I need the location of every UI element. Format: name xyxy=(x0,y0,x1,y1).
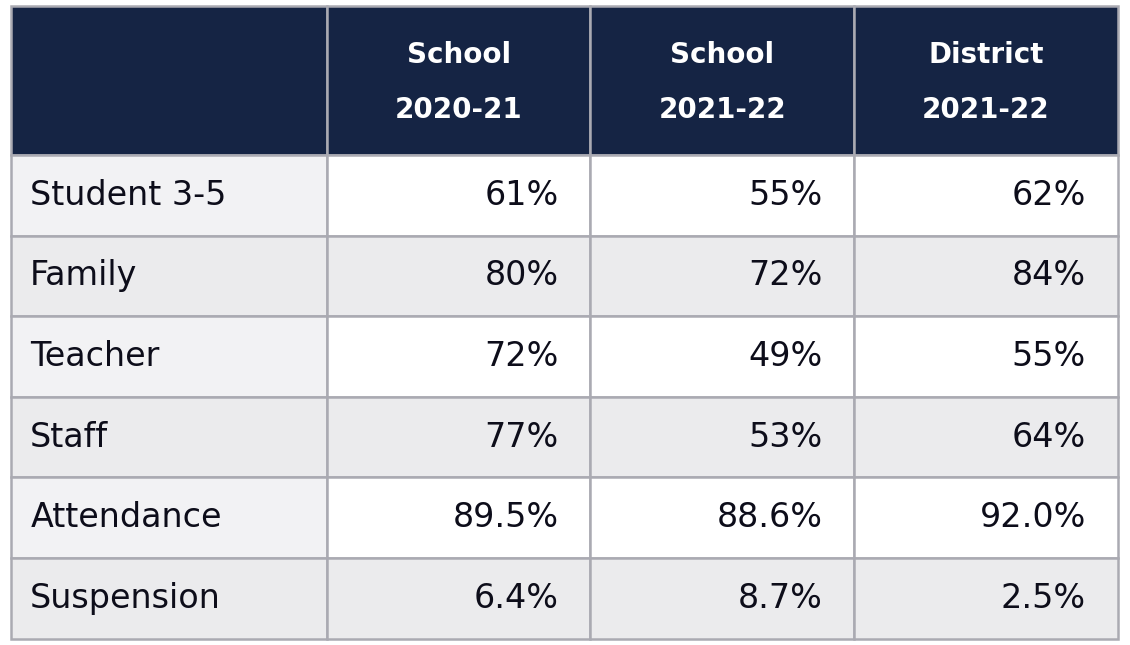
Bar xyxy=(591,397,854,477)
Text: School: School xyxy=(407,41,511,70)
Text: 77%: 77% xyxy=(485,421,559,453)
Text: 55%: 55% xyxy=(1011,340,1086,373)
Bar xyxy=(854,477,1118,558)
Text: 84%: 84% xyxy=(1011,259,1086,292)
Bar xyxy=(11,155,327,235)
Bar xyxy=(327,558,591,639)
Text: 53%: 53% xyxy=(748,421,823,453)
Text: Suspension: Suspension xyxy=(31,582,221,615)
Text: 2021-22: 2021-22 xyxy=(659,97,786,124)
Bar xyxy=(11,235,327,316)
Bar xyxy=(327,397,591,477)
Text: 64%: 64% xyxy=(1011,421,1086,453)
Bar xyxy=(591,477,854,558)
Text: 6.4%: 6.4% xyxy=(473,582,559,615)
Bar xyxy=(327,477,591,558)
Text: 80%: 80% xyxy=(485,259,559,292)
Text: Family: Family xyxy=(31,259,138,292)
Bar xyxy=(327,316,591,397)
Text: Staff: Staff xyxy=(31,421,108,453)
Bar xyxy=(591,6,854,155)
Text: Teacher: Teacher xyxy=(31,340,159,373)
Bar xyxy=(11,477,327,558)
Text: 72%: 72% xyxy=(485,340,559,373)
Text: 61%: 61% xyxy=(485,179,559,212)
Text: 8.7%: 8.7% xyxy=(738,582,823,615)
Text: 88.6%: 88.6% xyxy=(716,501,823,534)
Text: 55%: 55% xyxy=(748,179,823,212)
Bar xyxy=(327,6,591,155)
Bar xyxy=(591,316,854,397)
Bar xyxy=(854,558,1118,639)
Bar xyxy=(11,397,327,477)
Text: 92.0%: 92.0% xyxy=(980,501,1086,534)
Text: 89.5%: 89.5% xyxy=(453,501,559,534)
Bar xyxy=(591,235,854,316)
Text: School: School xyxy=(670,41,774,70)
Text: Attendance: Attendance xyxy=(31,501,221,534)
Text: 49%: 49% xyxy=(748,340,823,373)
Text: 2020-21: 2020-21 xyxy=(394,97,522,124)
Bar xyxy=(591,558,854,639)
Bar xyxy=(854,155,1118,235)
Bar xyxy=(854,316,1118,397)
Bar xyxy=(591,155,854,235)
Text: 72%: 72% xyxy=(748,259,823,292)
Text: Student 3-5: Student 3-5 xyxy=(31,179,227,212)
Bar xyxy=(327,155,591,235)
Text: 62%: 62% xyxy=(1011,179,1086,212)
Bar xyxy=(854,235,1118,316)
Bar xyxy=(11,558,327,639)
Text: 2021-22: 2021-22 xyxy=(922,97,1050,124)
Text: 2.5%: 2.5% xyxy=(1001,582,1086,615)
Bar xyxy=(327,235,591,316)
Text: District: District xyxy=(928,41,1044,70)
Bar xyxy=(854,6,1118,155)
Bar xyxy=(11,316,327,397)
Bar xyxy=(11,6,327,155)
Bar xyxy=(854,397,1118,477)
